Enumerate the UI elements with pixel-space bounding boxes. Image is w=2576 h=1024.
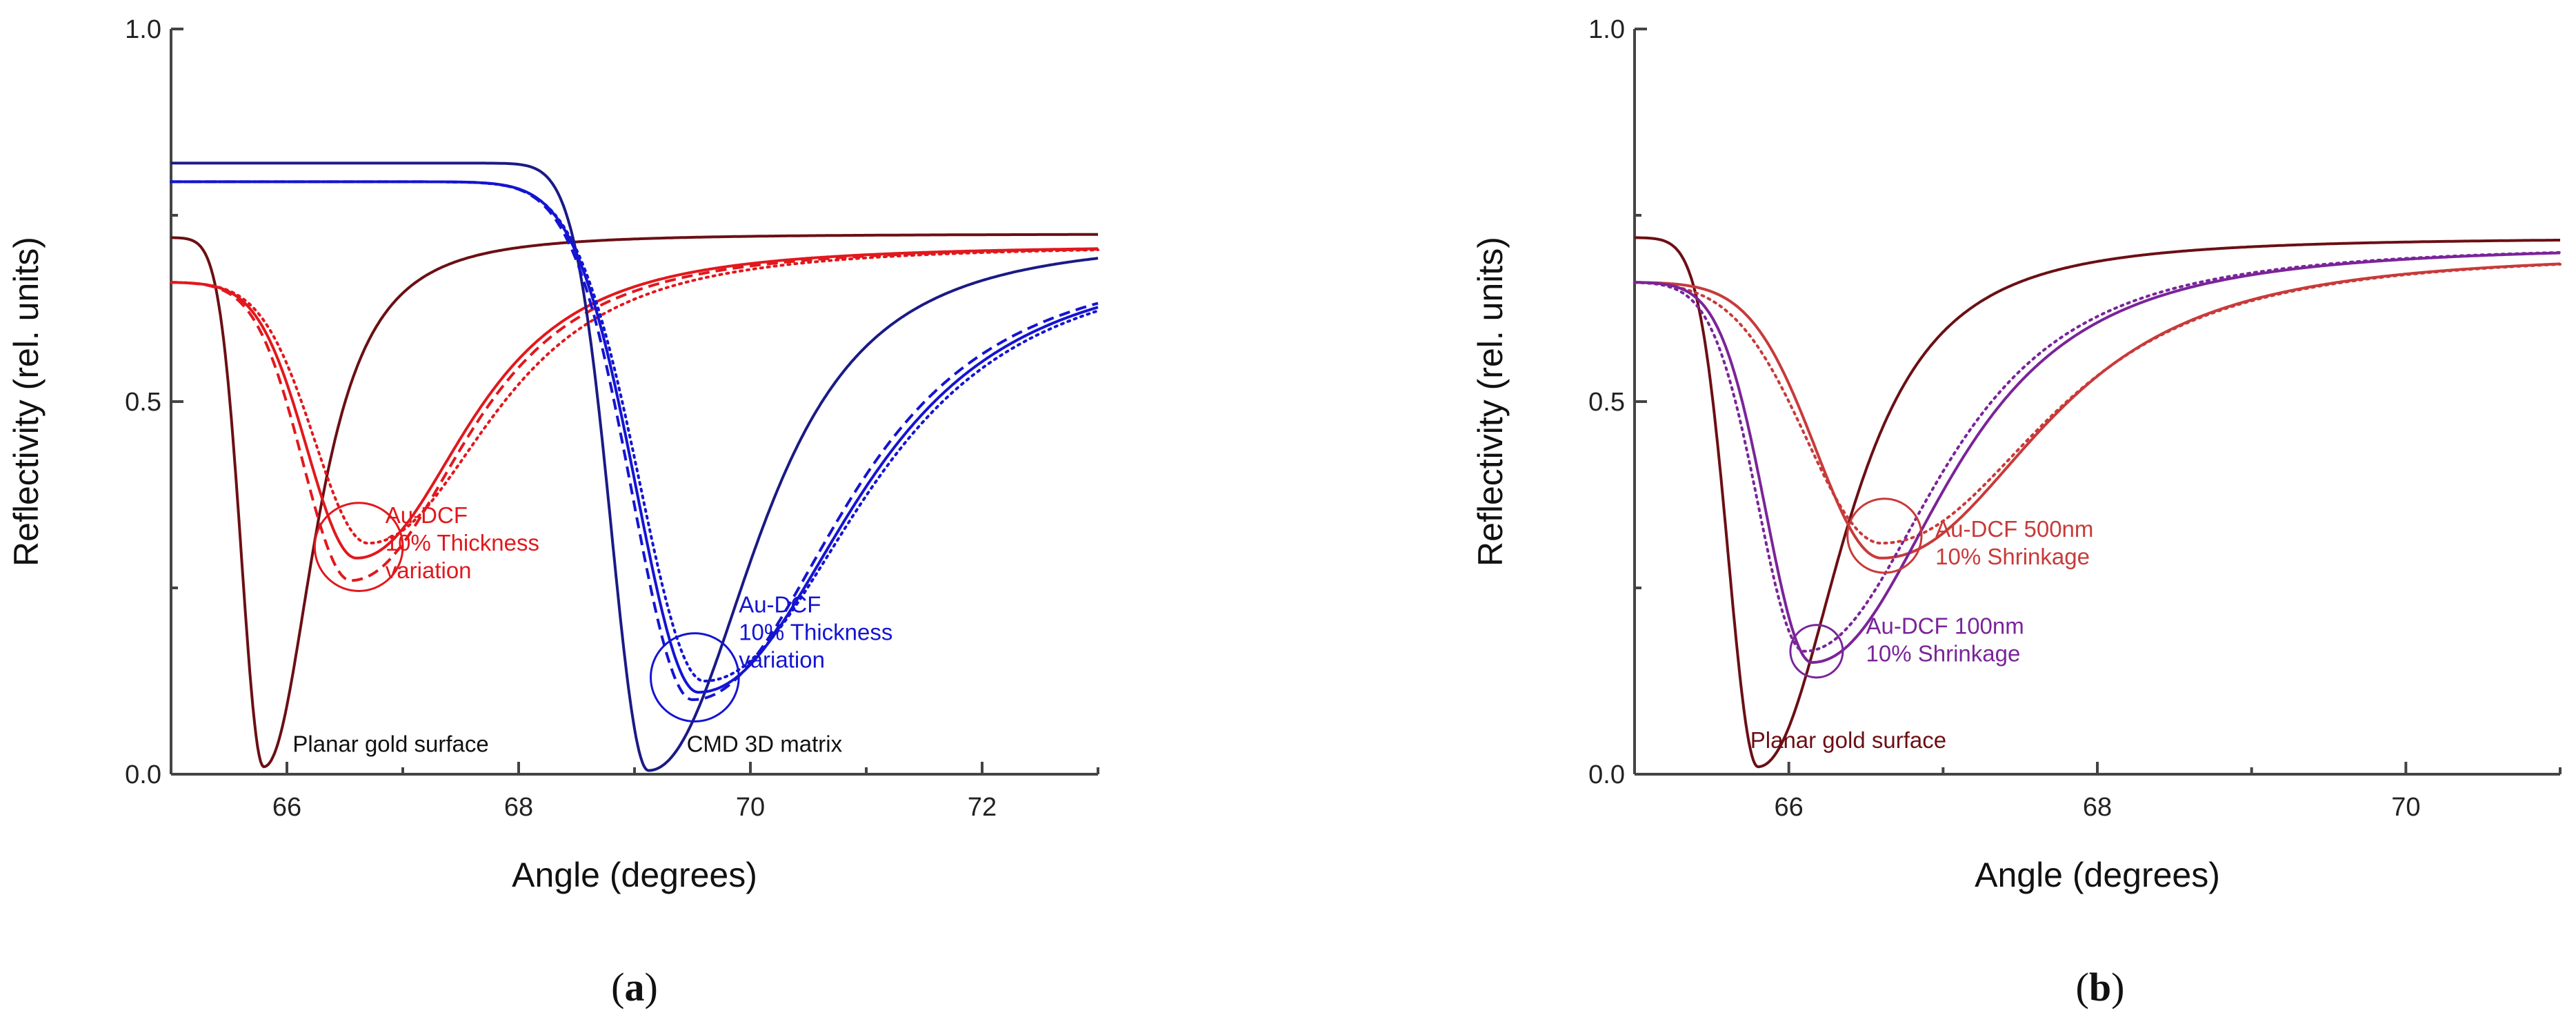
annotation-line: 10% Thickness	[739, 620, 892, 645]
y-tick-label: 1.0	[1588, 15, 1625, 44]
axes: 0.0 0.5 1.0 66 68 70	[1588, 15, 2562, 822]
series-line-planar-gold-surface	[171, 233, 1098, 769]
y-tick-label: 0.5	[1588, 388, 1625, 417]
annotation: Au-DCF 10% Thickness variation	[386, 502, 539, 583]
x-tick-label: 70	[2391, 793, 2420, 822]
x-axis-label: Angle (degrees)	[512, 856, 757, 894]
series-group	[170, 161, 1099, 772]
y-tick-label: 0.0	[1588, 760, 1625, 789]
panel-label: (b)	[2076, 965, 2125, 1010]
annotation-line: variation	[739, 647, 825, 673]
x-tick-label: 70	[736, 793, 765, 822]
series-line-planar-gold-surface	[1635, 236, 2560, 769]
x-tick-label: 66	[272, 793, 301, 822]
highlight-circle	[313, 502, 404, 592]
y-axis-label: Reflectivity (rel. units)	[7, 237, 46, 567]
annotation-line: Au-DCF	[739, 592, 821, 618]
series-line-au-dcf-10-	[171, 248, 1098, 582]
highlight-circle	[1789, 624, 1844, 679]
panel-label-close: )	[645, 965, 658, 1010]
x-tick-label: 68	[504, 793, 533, 822]
highlight-circle	[1846, 498, 1923, 574]
series-line-au-dcf-on-cmd-10-	[170, 180, 1099, 682]
annotation: Au-DCF 500nm 10% Shrinkage	[1935, 516, 2093, 569]
annotation-line: CMD 3D matrix	[687, 731, 843, 757]
annotation-line: Au-DCF 500nm	[1935, 516, 2093, 542]
annotation-line: 10% Shrinkage	[1866, 640, 2021, 666]
annotation: Au-DCF 100nm 10% Shrinkage	[1866, 613, 2024, 666]
series-line-au-dcf-10-	[170, 248, 1099, 545]
annotation-line: variation	[386, 558, 472, 583]
x-tick-label: 68	[2083, 793, 2112, 822]
annotation: Planar gold surface	[292, 731, 488, 757]
annotation-line: Planar gold surface	[292, 731, 488, 757]
chart-panel-b: 0.0 0.5 1.0 66 68 70 Angle (degrees) Reflectivi…	[1471, 15, 2562, 1010]
y-tick-label: 0.0	[125, 760, 161, 789]
x-axis-label: Angle (degrees)	[1975, 856, 2220, 894]
annotation: CMD 3D matrix	[687, 731, 843, 757]
series-group	[1633, 236, 2562, 769]
annotation-line: 10% Thickness	[386, 530, 539, 555]
panel-label: (a)	[611, 965, 658, 1010]
series-line-au-dcf-500nm	[1635, 262, 2561, 560]
axes: 0.0 0.5 1.0 66 68 70 72	[125, 15, 1099, 822]
series-line-au-dcf-nominal	[171, 247, 1098, 560]
y-tick-label: 0.5	[125, 388, 161, 417]
panel-label-open: (	[2076, 965, 2089, 1010]
series-line-au-dcf-100nm	[1635, 251, 2560, 664]
series-line-au-dcf-on-cmd-nominal	[171, 180, 1099, 694]
y-axis-label: Reflectivity (rel. units)	[1471, 237, 1510, 567]
panel-label-close: )	[2111, 965, 2124, 1010]
annotation-line: Planar gold surface	[1750, 727, 1946, 753]
series-line-au-dcf-100nm-10-shrinkage	[1633, 250, 2562, 653]
chart-panel-a: 0.0 0.5 1.0 66 68 70 72 Angle (degrees) Reflecti…	[7, 15, 1099, 1010]
annotation: Au-DCF 10% Thickness variation	[739, 592, 892, 673]
x-tick-label: 72	[968, 793, 997, 822]
series-line-au-dcf-on-cmd-10-	[171, 180, 1099, 702]
annotation-line: Au-DCF	[386, 502, 468, 528]
annotation-line: Au-DCF 100nm	[1866, 613, 2024, 638]
annotation: Planar gold surface	[1750, 727, 1946, 753]
series-line-au-dcf-500nm-10-shrinkage	[1633, 263, 2562, 545]
x-tick-label: 66	[1775, 793, 1804, 822]
panel-label-open: (	[611, 965, 624, 1010]
series-line-cmd-3d-matrix	[171, 161, 1099, 772]
highlight-circle	[650, 632, 740, 722]
panel-label-letter: b	[2089, 965, 2111, 1010]
y-tick-label: 1.0	[125, 15, 161, 44]
panel-label-letter: a	[625, 965, 645, 1010]
annotation-line: 10% Shrinkage	[1935, 544, 2090, 569]
